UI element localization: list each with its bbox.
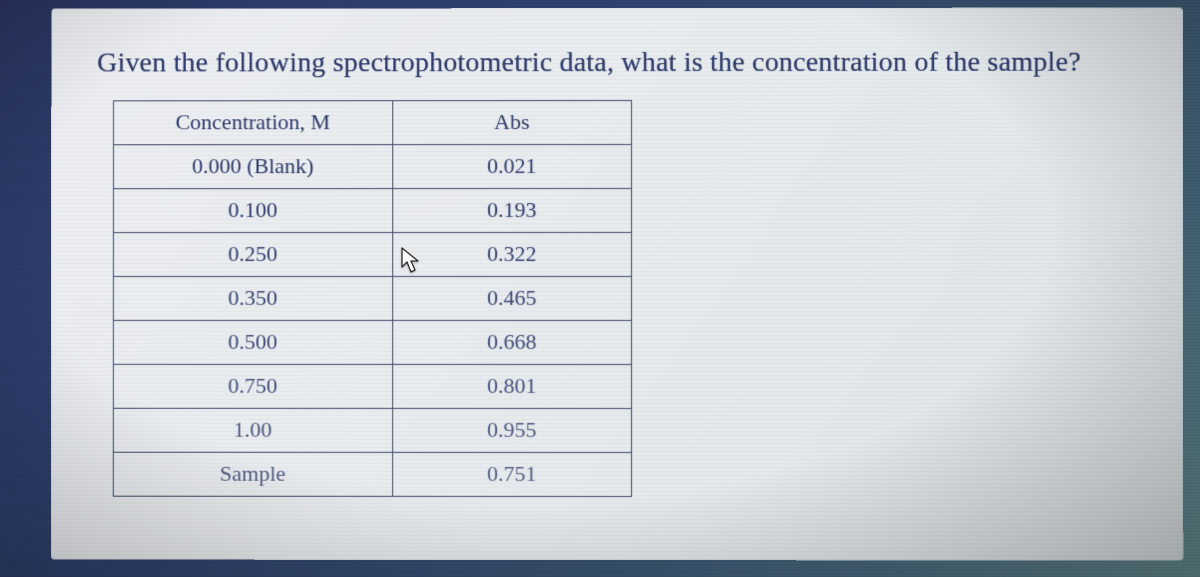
cell-conc: 0.000 (Blank)	[113, 144, 392, 188]
col-header-abs: Abs	[392, 100, 631, 144]
cell-abs: 0.193	[392, 188, 631, 232]
table-row: 0.100 0.193	[113, 188, 631, 232]
table-row: 0.000 (Blank) 0.021	[113, 144, 631, 188]
cell-abs: 0.322	[392, 232, 631, 276]
cell-conc: 0.100	[113, 188, 392, 232]
table-header-row: Concentration, M Abs	[113, 100, 631, 144]
cell-abs: 0.955	[392, 408, 631, 452]
cell-conc: 0.250	[113, 232, 392, 276]
table-row: 0.500 0.668	[113, 320, 631, 364]
col-header-concentration: Concentration, M	[113, 100, 392, 144]
cell-conc: 1.00	[113, 408, 392, 452]
table-row: 0.350 0.465	[113, 276, 631, 320]
table-row: 1.00 0.955	[113, 408, 631, 452]
question-text: Given the following spectrophotometric d…	[97, 44, 1147, 83]
cell-abs: 0.465	[392, 276, 631, 320]
spectro-data-table: Concentration, M Abs 0.000 (Blank) 0.021…	[113, 100, 632, 497]
table-row: 0.250 0.322	[113, 232, 631, 276]
cell-conc: 0.750	[113, 364, 392, 408]
table-row: Sample 0.751	[113, 452, 631, 496]
cell-abs: 0.751	[392, 452, 631, 496]
cell-abs: 0.668	[392, 320, 631, 364]
cell-abs: 0.021	[392, 144, 631, 188]
cell-conc: Sample	[113, 452, 392, 496]
question-card: Given the following spectrophotometric d…	[51, 8, 1183, 561]
table-row: 0.750 0.801	[113, 364, 631, 408]
cell-conc: 0.350	[113, 276, 392, 320]
cell-abs: 0.801	[392, 364, 631, 408]
cell-conc: 0.500	[113, 320, 392, 364]
